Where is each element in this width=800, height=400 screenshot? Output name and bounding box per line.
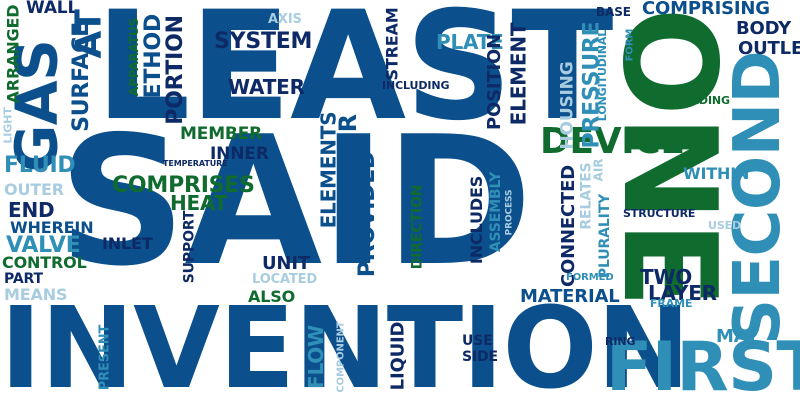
- word-surface: SURFACE: [68, 22, 94, 132]
- word-comprising: COMPRISING: [642, 0, 770, 19]
- word-liquid: LIQUID: [386, 321, 408, 391]
- word-two: TWO: [640, 265, 693, 289]
- word-arranged: ARRANGED: [2, 4, 22, 104]
- word-used: USED: [708, 219, 742, 232]
- word-element: ELEMENT: [505, 22, 530, 126]
- word-second: SECOND: [721, 50, 796, 346]
- word-first: FIRST: [606, 328, 800, 400]
- word-unit: UNIT: [262, 253, 310, 274]
- word-housing: HOUSING: [557, 60, 578, 150]
- word-within: WITHIN: [683, 164, 750, 183]
- word-including: INCLUDING: [382, 79, 450, 92]
- word-wall: WALL: [26, 0, 79, 18]
- word-plate: PLATE: [436, 30, 504, 54]
- word-device: DEVICE: [540, 121, 685, 162]
- word-fluid: FLUID: [4, 153, 76, 178]
- word-side: SIDE: [462, 349, 498, 365]
- word-includes: INCLUDES: [467, 175, 487, 265]
- word-inner: INNER: [210, 144, 269, 164]
- word-also: ALSO: [248, 287, 296, 306]
- word-process: PROCESS: [504, 189, 515, 235]
- word-may: MAY: [716, 326, 759, 347]
- word-system: SYSTEM: [214, 29, 313, 54]
- word-assembly: ASSEMBLY: [488, 171, 505, 253]
- word-wherein: WHEREIN: [10, 218, 94, 237]
- word-air: AIR: [590, 158, 605, 182]
- word-comprises: COMPRISES: [112, 173, 255, 198]
- word-present: PRESENT: [97, 324, 113, 390]
- word-stream: STREAM: [382, 7, 402, 81]
- word-means: MEANS: [4, 285, 68, 304]
- word-temperature: TEMPERATURE: [163, 159, 228, 168]
- word-plurality: PLURALITY: [597, 193, 614, 279]
- word-position: POSITION: [484, 33, 506, 131]
- word-material: MATERIAL: [520, 286, 620, 307]
- word-apparatus: APPARATUS: [127, 17, 142, 97]
- word-portion: PORTION: [162, 15, 188, 125]
- word-control: CONTROL: [2, 253, 87, 272]
- word-component: COMPONENT: [335, 321, 347, 393]
- word-located: LOCATED: [252, 272, 318, 287]
- word-flow: FLOW: [303, 325, 328, 389]
- word-direction: DIRECTION: [408, 184, 425, 270]
- word-part: PART: [4, 271, 43, 287]
- word-body: BODY: [736, 18, 791, 39]
- word-support: SUPPORT: [180, 210, 197, 284]
- word-ring: RING: [605, 335, 636, 348]
- word-end: END: [8, 198, 55, 222]
- word-water: WATER: [228, 75, 305, 99]
- word-inlet: INLET: [102, 234, 153, 253]
- word-provided: PROVIDED: [355, 150, 381, 278]
- word-frame: FRAME: [650, 297, 693, 310]
- word-light: LIGHT: [1, 106, 15, 144]
- word-base: BASE: [596, 5, 631, 19]
- word-member: MEMBER: [180, 124, 263, 144]
- word-connected: CONNECTED: [558, 164, 580, 288]
- word-formed: FORMED: [566, 272, 614, 283]
- word-valve: VALVE: [6, 233, 81, 258]
- word-form: FORM: [623, 28, 635, 62]
- word-according: ACCORDING: [657, 94, 730, 107]
- word-said: SAID: [58, 98, 533, 305]
- word-structure: STRUCTURE: [623, 207, 696, 220]
- word-least: LEAST: [95, 0, 614, 154]
- word-layer: LAYER: [648, 281, 717, 305]
- word-method: METHOD: [140, 14, 166, 120]
- word-heat: HEAT: [170, 191, 228, 215]
- word-axis: AXIS: [268, 12, 302, 27]
- word-invention: INVENTION: [0, 284, 690, 400]
- word-outlet: OUTLET: [738, 38, 800, 59]
- word-outer: OUTER: [4, 180, 64, 199]
- word-pressure: PRESSURE: [578, 21, 604, 149]
- word-use: USE: [462, 333, 493, 349]
